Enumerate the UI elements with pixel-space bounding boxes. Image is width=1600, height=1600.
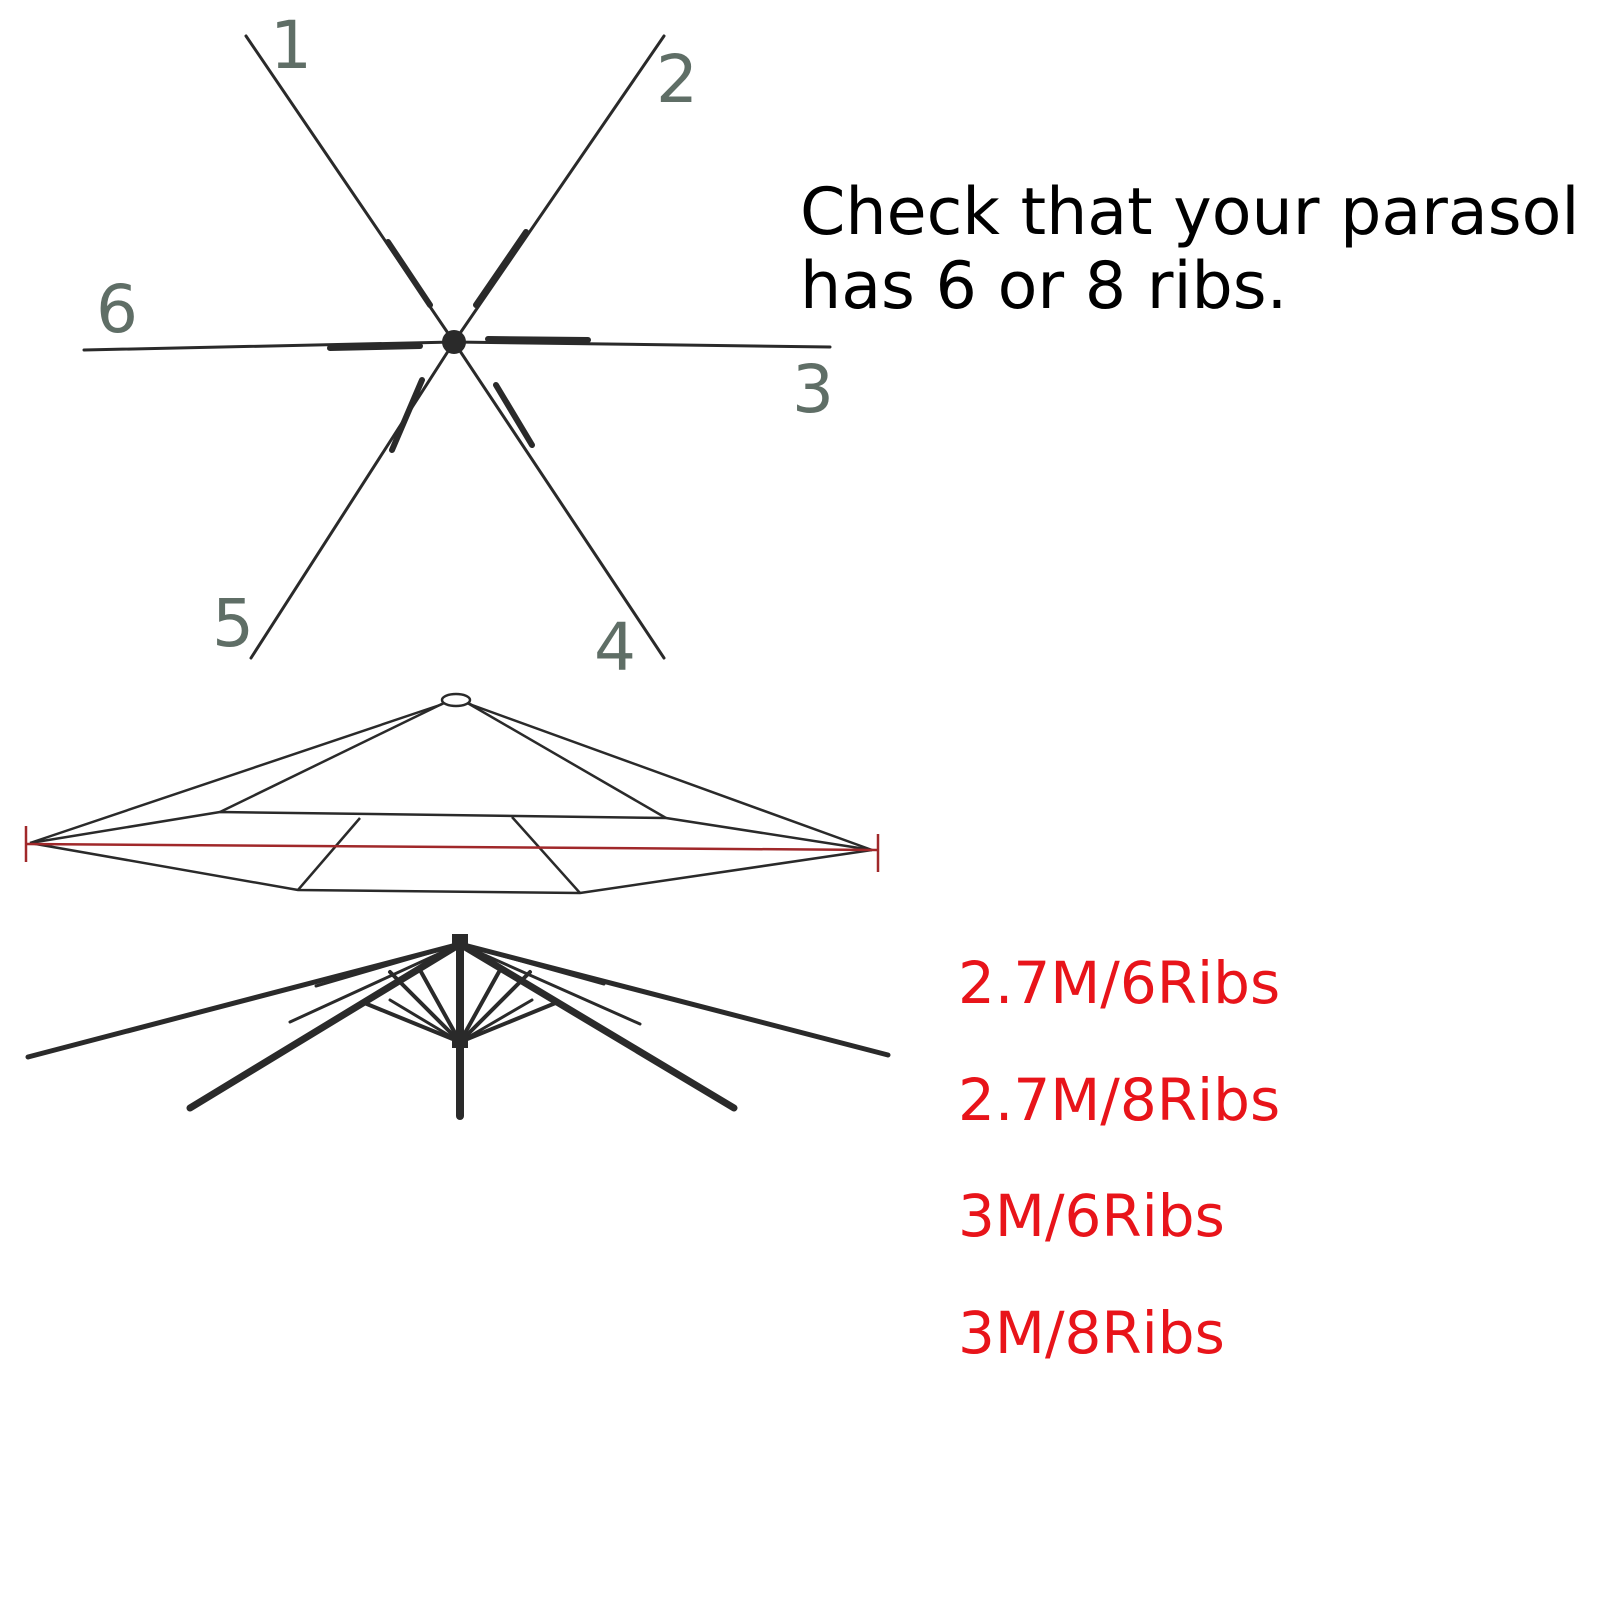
strut-4 [493,382,535,448]
canopy-hem [29,841,873,895]
rib-6 [82,340,456,352]
rib-label-5: 5 [212,585,254,662]
frame-rib-front-left [186,940,464,1112]
strut-5 [389,377,425,453]
frame-stretcher-6 [458,968,502,1044]
size-option: 3M/6Ribs [958,1182,1225,1250]
canopy-panel-seam-2 [463,699,667,820]
canopy-panel-seam-3 [297,817,361,891]
frame-stretcher-7 [388,998,462,1044]
rib-label-3: 3 [792,351,834,428]
instruction-line-2: has 6 or 8 ribs. [800,249,1288,324]
rib-number-labels: 1 2 3 4 5 6 [96,7,834,686]
frame-stretcher-2 [458,970,532,1044]
canopy-top-edge [29,695,873,852]
pole-top-cap [452,934,468,948]
frame-stretcher-1 [388,970,462,1044]
umbrella-frame [25,934,891,1120]
size-option: 2.7M/6Ribs [958,949,1281,1017]
canopy-panel-seam-4 [511,816,581,894]
frame-stretcher-5 [418,968,462,1044]
rib-label-6: 6 [96,271,138,348]
strut-3 [485,336,591,343]
rib-3 [452,340,832,349]
pole-runner [452,1034,468,1048]
instruction-line-1: Check that your parasol [800,175,1580,250]
frame-rib-rear-left [314,942,462,988]
diameter-line [25,842,879,852]
rib-5 [249,340,456,660]
frame-rib-front-right [456,940,738,1112]
canopy-panel-seam-1 [219,699,449,814]
frame-rib-rear-right [458,942,606,986]
rib-4 [452,340,666,660]
frame-stretcher-3 [360,1000,462,1044]
top-view-frame [82,34,832,660]
frame-rib-back-left [288,942,462,1024]
rib-label-2: 2 [656,41,698,118]
strut-2 [473,229,529,308]
rib-label-4: 4 [594,609,636,686]
strut-6 [327,343,423,351]
frame-rib-far-left [25,941,463,1060]
strut-1 [385,239,433,308]
canopy-vent [440,692,472,708]
size-option: 2.7M/8Ribs [958,1065,1281,1134]
frame-rib-back-right [458,942,642,1026]
canopy-outline [29,692,873,895]
rib-label-1: 1 [270,7,312,84]
size-option: 3M/8Ribs [958,1298,1225,1367]
hub [442,330,466,354]
instruction-text: Check that your parasol has 6 or 8 ribs. [800,176,1580,324]
size-options-list: 2.7M/6Ribs 2.7M/8Ribs 3M/6Ribs 3M/8Ribs [958,948,1280,1414]
diameter-measure [24,826,880,872]
frame-stretcher-4 [458,1000,560,1044]
frame-stretcher-8 [458,998,534,1044]
canopy-inner-ridge [29,810,873,852]
